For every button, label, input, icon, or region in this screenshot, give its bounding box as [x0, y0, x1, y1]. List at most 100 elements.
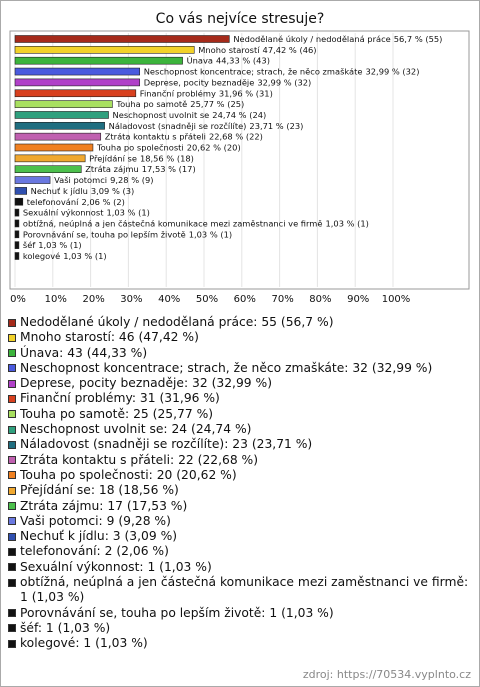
- value-label: 1,03 % (1): [106, 207, 149, 217]
- legend-item: Ztráta kontaktu s přáteli: 22 (22,68 %): [8, 453, 470, 468]
- x-tick-label: 70%: [271, 294, 293, 305]
- legend-swatch: [8, 486, 16, 495]
- value-label: 1,03 % (1): [38, 240, 81, 250]
- legend-label: Neschopnost koncentrace; strach, že něco…: [20, 360, 433, 375]
- category-label: Finanční problémy: [140, 88, 216, 98]
- legend-swatch: [8, 364, 16, 373]
- legend-label: Nedodělané úkoly / nedodělaná práce: 55 …: [20, 315, 334, 329]
- legend-label: Mnoho starostí: 46 (47,42 %): [20, 330, 199, 345]
- legend-swatch: [8, 349, 16, 358]
- legend-item: Mnoho starostí: 46 (47,42 %): [8, 330, 470, 345]
- bar-label: Únava 44,33 % (43): [187, 54, 270, 65]
- bar: [14, 143, 94, 152]
- legend-swatch: [8, 532, 16, 541]
- category-label: Nedodělané úkoly / nedodělaná práce: [233, 34, 390, 44]
- value-label: 3,09 % (3): [91, 185, 134, 195]
- value-label: 25,77 % (25): [190, 99, 244, 109]
- legend-item: Deprese, pocity beznaděje: 32 (32,99 %): [8, 376, 470, 391]
- x-tick-label: 10%: [45, 294, 67, 305]
- chart-title: Co vás nejvíce stresuje?: [156, 11, 325, 27]
- legend-swatch: [8, 563, 16, 572]
- legend-item: Vaši potomci: 9 (9,28 %): [8, 514, 470, 529]
- legend-label: telefonování: 2 (2,06 %): [20, 544, 169, 559]
- legend-swatch: [8, 440, 16, 449]
- legend-label: Náladovost (snadněji se rozčílíte): 23 (…: [20, 437, 313, 452]
- category-label: Ztráta zájmu: [85, 164, 139, 174]
- bar-label: Porovnávání se, touha po lepším životě 1,…: [23, 229, 232, 239]
- bar-label: kolegové 1,03 % (1): [23, 251, 107, 261]
- bar-label: Vaši potomci 9,28 % (9): [54, 175, 153, 185]
- source: zdroj: https://70534.vyplnto.cz: [302, 668, 471, 681]
- category-label: Neschopnost uvolnit se: [113, 109, 210, 119]
- value-label: 22,68 % (22): [209, 131, 263, 141]
- legend-label: šéf: 1 (1,03 %): [20, 620, 111, 635]
- legend-item: Náladovost (snadněji se rozčílíte): 23 (…: [8, 437, 470, 452]
- legend-swatch: [8, 333, 16, 342]
- category-label: Sexuální výkonnost: [23, 207, 104, 217]
- bar-label: Neschopnost koncentrace; strach, že něco…: [144, 66, 420, 76]
- legend-item: telefonování: 2 (2,06 %): [8, 544, 470, 559]
- legend-label: Deprese, pocity beznaděje: 32 (32,99 %): [20, 376, 273, 391]
- legend-swatch: [8, 318, 16, 327]
- bar: [14, 46, 195, 54]
- legend: Nedodělané úkoly / nedodělaná práce: 55 …: [8, 315, 470, 652]
- legend-label: Touha po společnosti: 20 (20,62 %): [20, 467, 237, 482]
- bar: [14, 241, 20, 249]
- legend-swatch: [8, 425, 16, 434]
- legend-item: obtížná, neúplná a jen částečná komunika…: [8, 575, 470, 606]
- legend-swatch: [8, 547, 16, 556]
- category-label: Přejídání se: [89, 153, 137, 163]
- value-label: 32,99 % (32): [257, 77, 311, 87]
- bar: [14, 208, 20, 217]
- x-tick-label: 30%: [120, 294, 142, 305]
- category-label: telefonování: [27, 196, 79, 206]
- category-label: Únava: [187, 54, 213, 65]
- legend-item: Přejídání se: 18 (18,56 %): [8, 483, 470, 498]
- legend-item: Nechuť k jídlu: 3 (3,09 %): [8, 529, 470, 544]
- legend-item: Finanční problémy: 31 (31,96 %): [8, 391, 470, 406]
- bar: [14, 132, 102, 141]
- bar: [14, 197, 24, 206]
- bar: [14, 165, 82, 173]
- legend-label: Neschopnost uvolnit se: 24 (24,74 %): [20, 422, 252, 437]
- legend-item: Touha po společnosti: 20 (20,62 %): [8, 468, 470, 483]
- legend-swatch: [8, 456, 16, 465]
- value-label: 1,03 % (1): [189, 229, 232, 239]
- category-label: Deprese, pocity beznaděje: [144, 77, 255, 87]
- plot-frame: [9, 30, 470, 290]
- bar-label: obtížná, neúplná a jen částečná komunika…: [23, 218, 369, 228]
- bar: [14, 67, 141, 76]
- bar: [14, 122, 105, 130]
- legend-item: Ztráta zájmu: 17 (17,53 %): [8, 499, 470, 514]
- legend-label: Únava: 43 (44,33 %): [20, 345, 148, 360]
- legend-swatch: [8, 410, 16, 419]
- legend-label: Finanční problémy: 31 (31,96 %): [20, 391, 220, 406]
- bar-label: Mnoho starostí 47,42 % (46): [198, 44, 316, 54]
- bar-label: Touha po společnosti 20,62 % (20): [96, 142, 241, 152]
- value-label: 17,53 % (17): [142, 164, 196, 174]
- legend-swatch: [8, 517, 16, 526]
- category-label: Náladovost (snadněji se rozčílíte): [109, 120, 247, 130]
- bar-label: telefonování 2,06 % (2): [27, 196, 125, 206]
- legend-item: kolegové: 1 (1,03 %): [8, 636, 470, 651]
- x-tick-label: 50%: [196, 294, 218, 305]
- category-label: Nechuť k jídlu: [31, 185, 88, 195]
- bar: [14, 230, 20, 239]
- legend-label: Touha po samotě: 25 (25,77 %): [20, 406, 214, 421]
- value-label: 32,99 % (32): [366, 66, 420, 76]
- legend-item: Nedodělané úkoly / nedodělaná práce: 55 …: [8, 315, 470, 330]
- bar-label: Touha po samotě 25,77 % (25): [115, 99, 244, 109]
- x-tick-label: 60%: [234, 294, 256, 305]
- category-label: Ztráta kontaktu s přáteli: [105, 131, 206, 141]
- bar: [14, 78, 141, 87]
- legend-swatch: [8, 502, 16, 511]
- bar-label: Deprese, pocity beznaděje 32,99 % (32): [144, 77, 312, 87]
- legend-label: Nechuť k jídlu: 3 (3,09 %): [20, 529, 178, 544]
- bar-label: Sexuální výkonnost 1,03 % (1): [23, 207, 150, 217]
- bar: [14, 219, 20, 228]
- bar-label: Nedodělané úkoly / nedodělaná práce 56,7 …: [233, 34, 442, 44]
- legend-label: obtížná, neúplná a jen částečná komunika…: [20, 575, 469, 605]
- bar: [14, 176, 51, 184]
- bar: [14, 35, 230, 43]
